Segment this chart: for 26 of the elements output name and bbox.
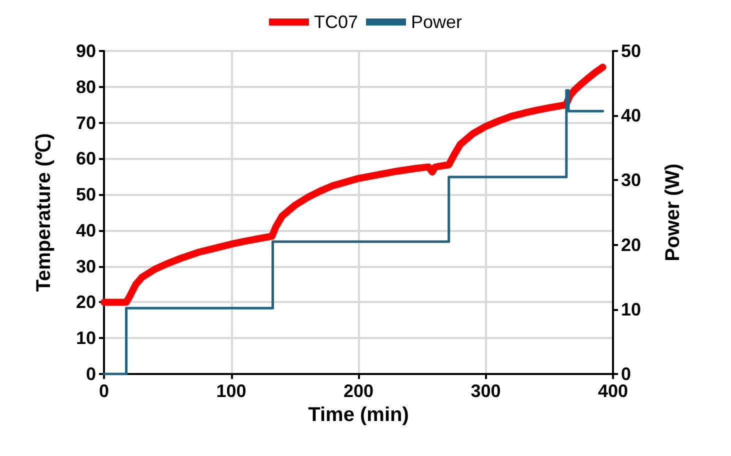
y2-tick-label: 20 (621, 234, 642, 255)
y2-tick-label: 0 (621, 364, 632, 384)
x-axis-title: Time (min) (308, 404, 409, 426)
y-tick-label: 20 (76, 292, 96, 312)
y-tick-label: 60 (76, 148, 96, 169)
y-tick-label: 90 (76, 41, 96, 61)
y2-axis-title: Power (W) (662, 164, 684, 262)
x-tick-label: 300 (470, 381, 501, 401)
y-tick-label: 30 (76, 256, 96, 276)
y-axis-title: Temperature (℃) (33, 133, 55, 292)
y-tick-label: 80 (76, 76, 96, 97)
legend-label: TC07 (314, 12, 358, 32)
y-tick-label: 0 (86, 364, 96, 384)
y2-tick-label: 50 (621, 41, 642, 61)
x-tick-label: 200 (343, 381, 374, 401)
y-tick-label: 50 (76, 184, 96, 205)
y-tick-label: 70 (76, 112, 96, 133)
x-tick-label: 0 (98, 381, 110, 401)
y2-tick-label: 40 (621, 106, 642, 126)
y-tick-label: 10 (76, 328, 96, 348)
y2-tick-label: 30 (621, 170, 642, 190)
legend-label: Power (411, 12, 462, 32)
y2-tick-label: 10 (621, 299, 642, 320)
x-tick-label: 100 (216, 381, 246, 401)
y-tick-label: 40 (76, 220, 96, 240)
x-tick-label: 400 (598, 381, 628, 401)
